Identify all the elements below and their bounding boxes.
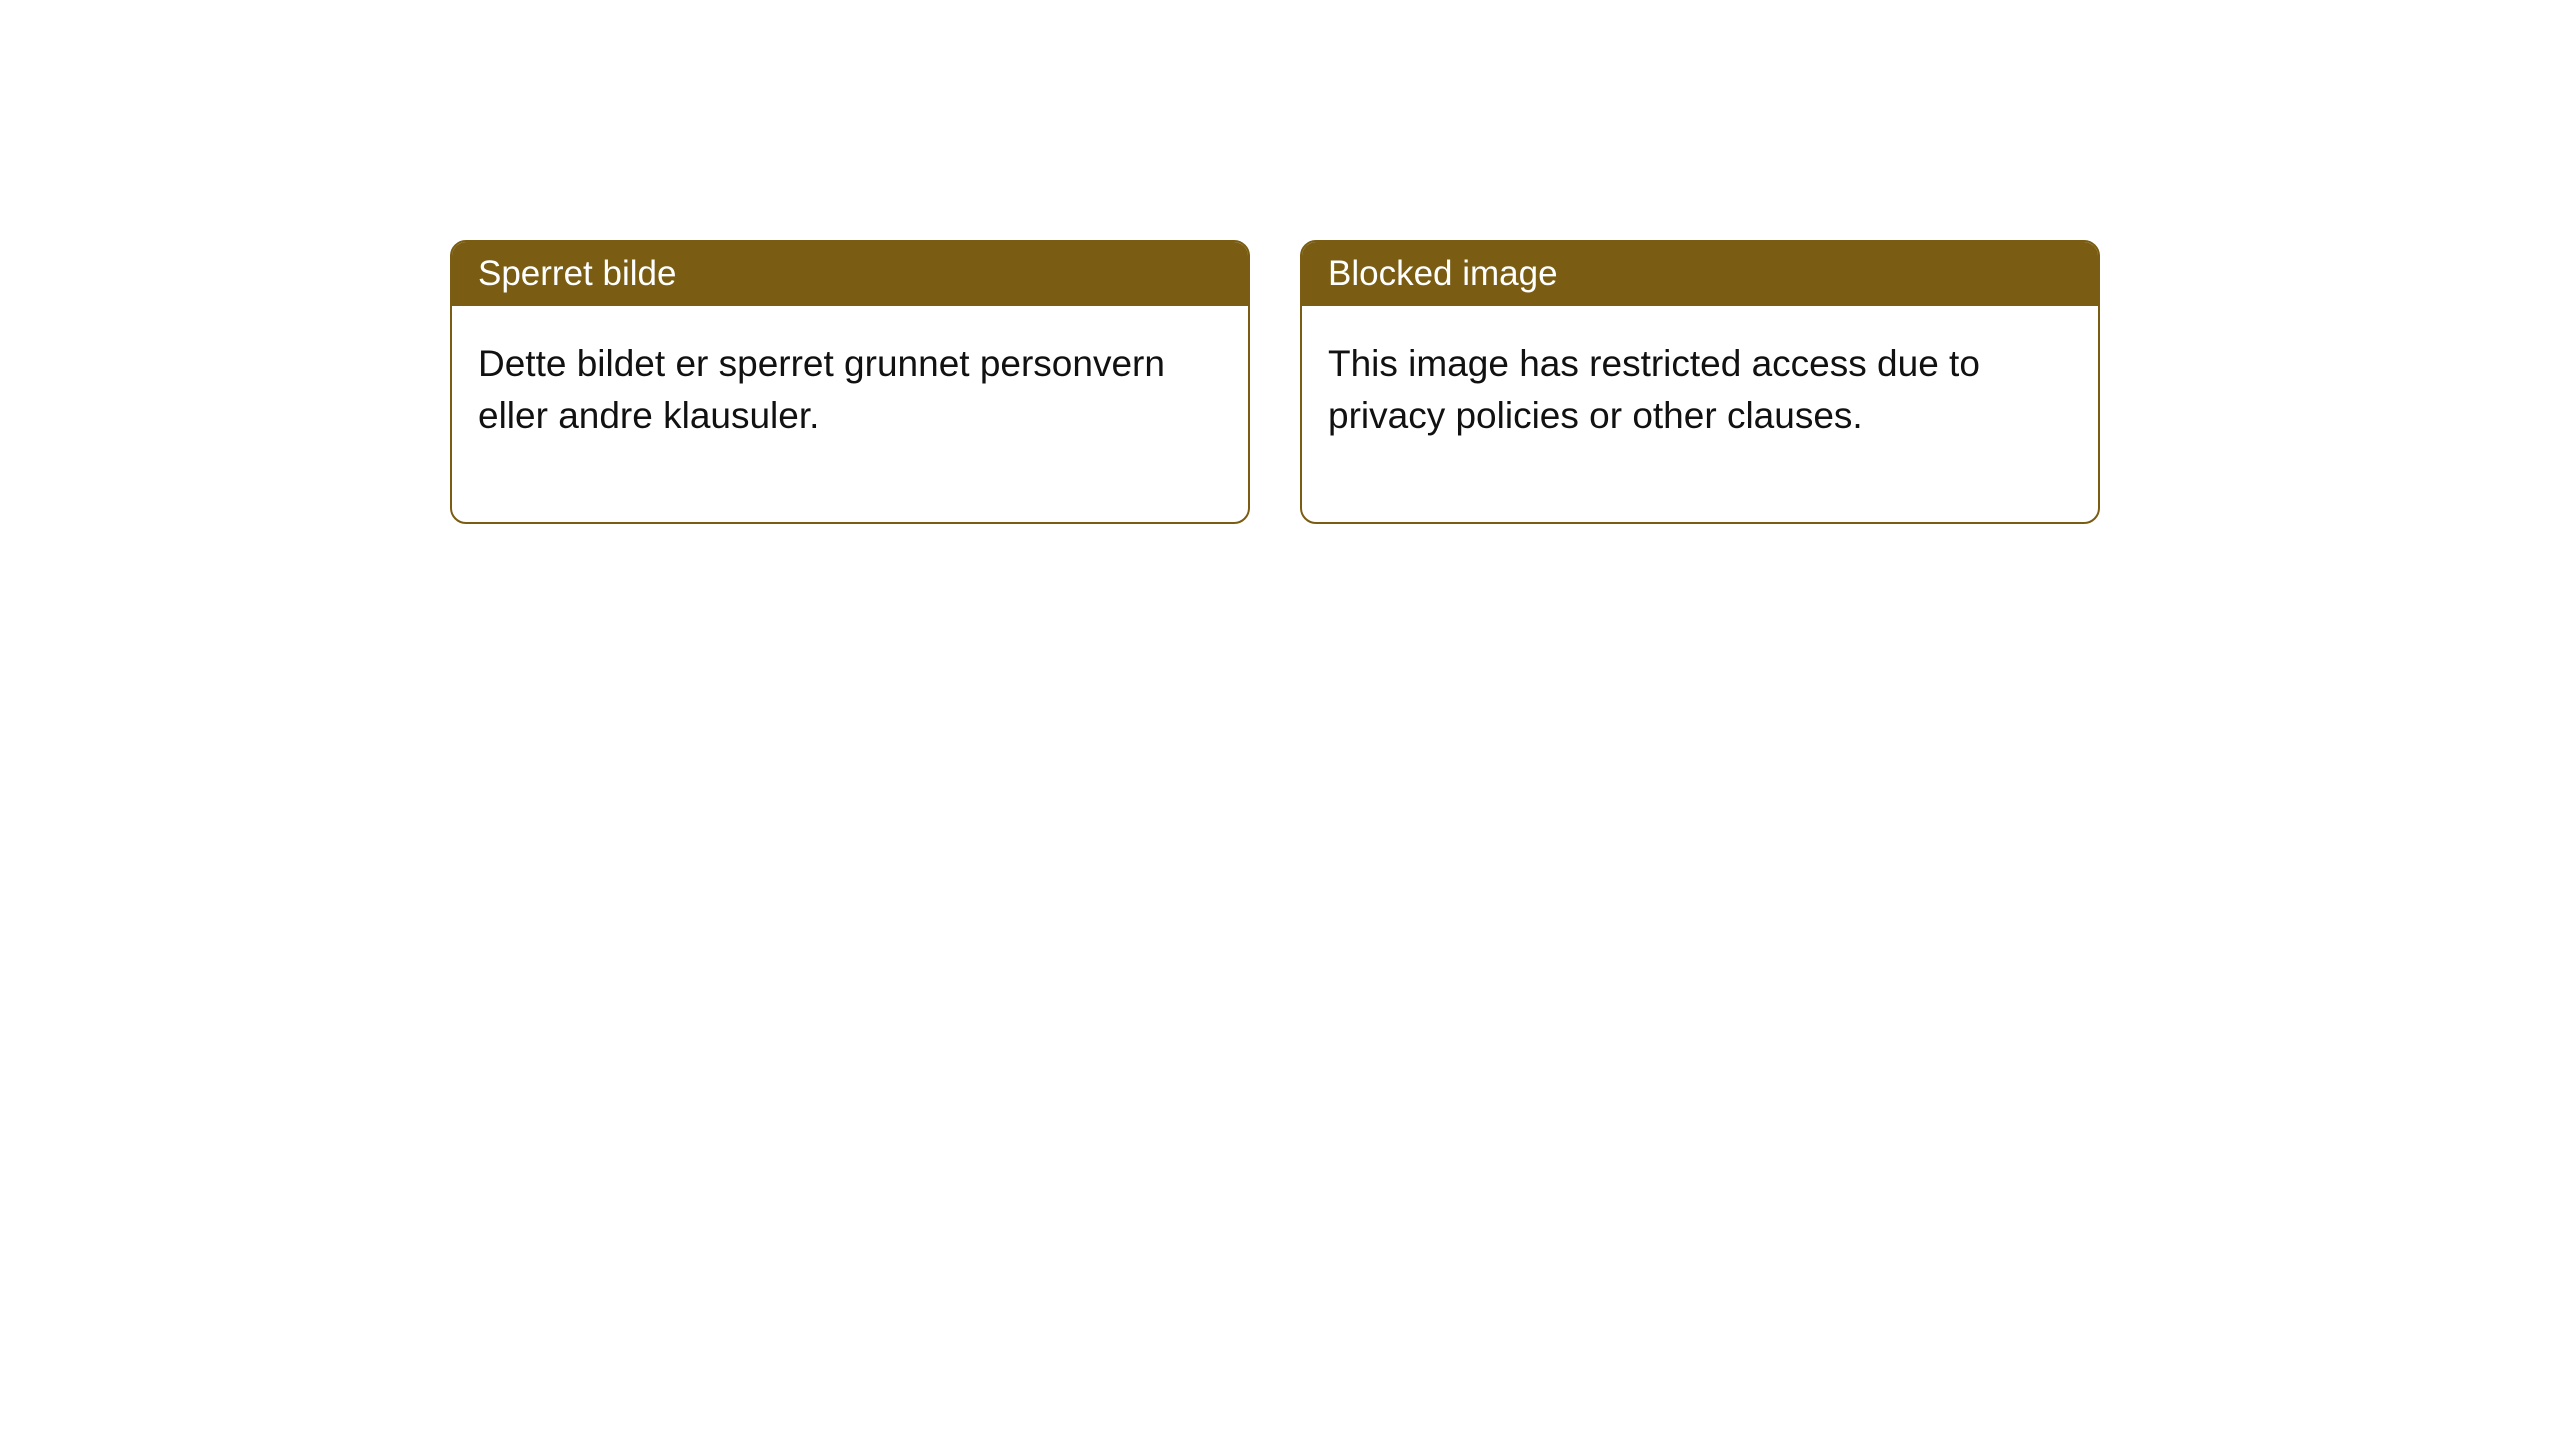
card-title: Sperret bilde — [478, 254, 676, 293]
notice-card-container: Sperret bilde Dette bildet er sperret gr… — [450, 240, 2100, 524]
card-body-text: This image has restricted access due to … — [1328, 343, 1980, 436]
card-header: Blocked image — [1302, 242, 2098, 306]
card-body: This image has restricted access due to … — [1302, 306, 2098, 522]
notice-card-english: Blocked image This image has restricted … — [1300, 240, 2100, 524]
card-header: Sperret bilde — [452, 242, 1248, 306]
notice-card-norwegian: Sperret bilde Dette bildet er sperret gr… — [450, 240, 1250, 524]
card-title: Blocked image — [1328, 254, 1558, 293]
card-body: Dette bildet er sperret grunnet personve… — [452, 306, 1248, 522]
card-body-text: Dette bildet er sperret grunnet personve… — [478, 343, 1165, 436]
